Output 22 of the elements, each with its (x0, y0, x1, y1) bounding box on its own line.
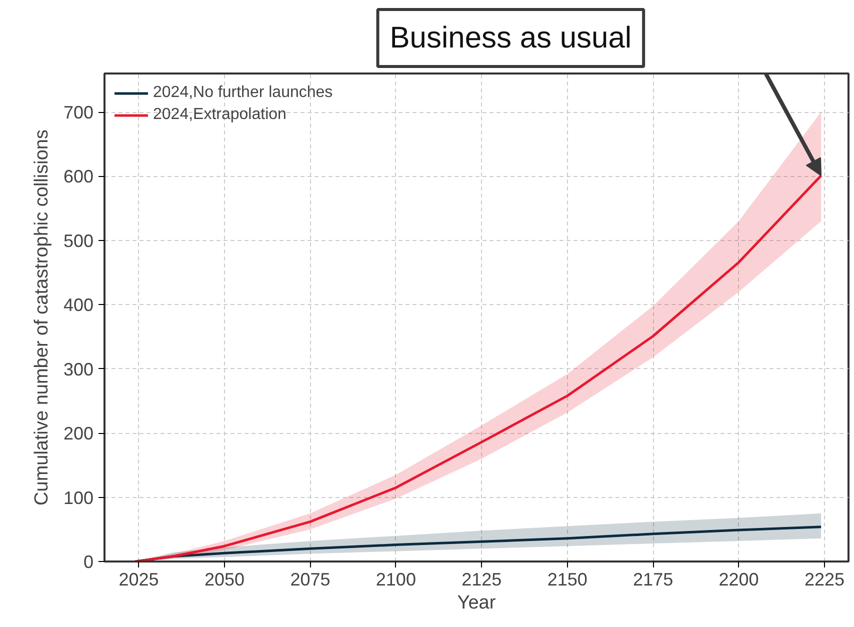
y-tick-label: 400 (63, 295, 94, 316)
y-tick-label: 600 (63, 166, 94, 187)
x-tick-label: 2075 (290, 570, 330, 590)
x-tick-label: 2150 (547, 570, 588, 590)
x-tick-label: 2175 (633, 570, 674, 590)
x-tick-label: 2025 (118, 570, 159, 590)
y-tick-label: 0 (83, 552, 94, 572)
x-tick-label: 2050 (204, 570, 245, 590)
x-tick-label: 2100 (376, 570, 416, 590)
text: Business as usual (390, 22, 632, 54)
x-tick-label: 2125 (462, 570, 502, 590)
y-tick-label: 700 (63, 102, 94, 123)
legend-label: 2024,Extrapolation (153, 106, 286, 124)
x-axis-title: Year (457, 592, 496, 614)
x-tick-label: 2200 (718, 570, 759, 590)
y-tick-label: 300 (63, 359, 94, 380)
legend-label: 2024,No further launches (153, 84, 333, 102)
x-tick-label: 2225 (804, 570, 845, 590)
y-axis-title: Cumulative number of catastrophic collisions (31, 130, 52, 506)
y-tick-label: 500 (63, 230, 94, 251)
y-tick-label: 100 (63, 488, 94, 508)
y-tick-label: 200 (63, 424, 94, 444)
